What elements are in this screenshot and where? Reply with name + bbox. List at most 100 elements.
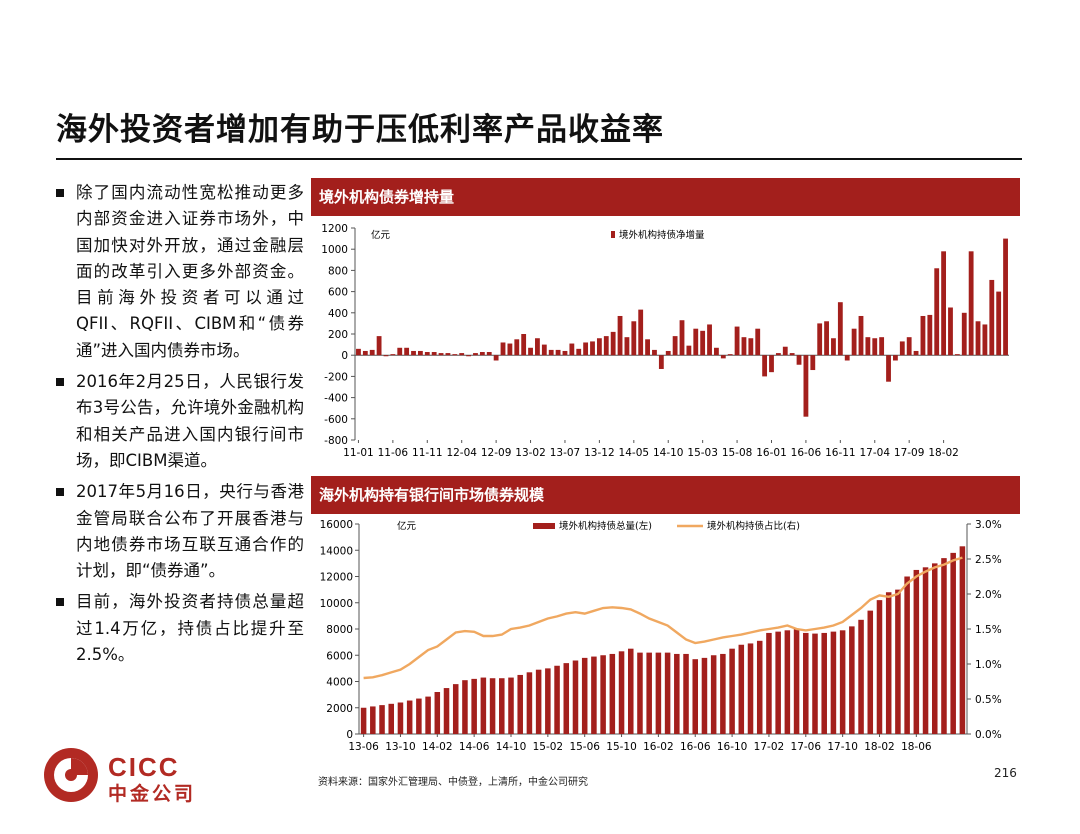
chart1-bar <box>893 355 898 361</box>
chart2-bar <box>766 632 772 734</box>
chart1-bar <box>362 350 368 356</box>
chart2-x-tick-label: 17-06 <box>791 741 822 753</box>
chart1-bar <box>982 324 988 356</box>
chart1-bar <box>569 343 575 356</box>
chart1-y-tick-label: -200 <box>324 371 348 383</box>
chart1-bar <box>886 355 891 382</box>
bullet-text: 目前，海外投资者持债总量超过1.4万亿，持债占比提升至2.5%。 <box>76 592 304 665</box>
chart2-bar <box>480 677 487 734</box>
chart1-bar <box>810 355 816 371</box>
chart1-bar <box>541 344 547 356</box>
chart1-bar <box>968 251 974 356</box>
chart1-bar <box>376 336 382 356</box>
chart2-bar <box>489 678 496 734</box>
chart2-bar <box>526 672 533 734</box>
chart1-bar <box>390 354 396 356</box>
chart2-bar <box>655 652 662 734</box>
chart2-bar <box>406 700 413 734</box>
chart2-bar <box>581 657 588 734</box>
chart1-bar <box>617 315 623 356</box>
chart2-bar <box>821 632 827 734</box>
chart1-x-tick-label: 16-01 <box>756 447 787 459</box>
chart2-share-line <box>363 556 963 680</box>
chart2-bar <box>499 678 505 734</box>
chart1-bar <box>906 337 912 356</box>
chart1-bar <box>528 347 533 356</box>
chart1-bar <box>610 331 616 356</box>
chart2-y-tick-label: 14000 <box>320 545 353 557</box>
chart1-x-tick-label: 11-11 <box>412 447 443 459</box>
chart2-bar <box>692 659 699 734</box>
chart2-bar <box>572 660 579 734</box>
chart1-bar <box>369 349 375 356</box>
chart1-bar <box>879 337 885 356</box>
chart1-x-tick-label: 14-05 <box>619 447 650 459</box>
chart1-bar <box>782 346 788 356</box>
chart1-bar <box>555 349 561 356</box>
chart1-bar <box>831 338 836 356</box>
chart2-bar <box>904 576 910 734</box>
page-title: 海外投资者增加有助于压低利率产品收益率 <box>56 112 664 148</box>
chart1-bar <box>948 307 953 356</box>
bullet-text: 2017年5月16日，央行与香港金管局联合公布了开展香港与内地债券市场互联互通合… <box>76 482 304 581</box>
chart1-bar <box>741 337 747 356</box>
chart1-x-tick-label: 17-09 <box>894 447 925 459</box>
chart1-bar <box>954 354 960 356</box>
logo-text-en: CICC <box>108 752 180 782</box>
chart2-x-tick-label: 18-06 <box>901 741 932 753</box>
chart1-bar <box>961 312 967 356</box>
chart2-y-tick-label: 8000 <box>326 624 353 636</box>
chart1-bar <box>927 314 933 356</box>
chart1-bar <box>535 338 540 356</box>
chart1-bar <box>452 354 458 356</box>
bullet-square-icon <box>56 189 64 197</box>
chart1-bar <box>507 343 513 356</box>
chart1-bar <box>769 355 774 373</box>
bullet-square-icon <box>56 598 64 607</box>
chart2-bar <box>729 648 735 734</box>
chart1-bar <box>720 355 726 359</box>
chart1-y-tick-label: -400 <box>324 393 348 405</box>
bullet-list: 除了国内流动性宽松推动更多内部资金进入证券市场外，中国加快对外开放，通过金融层面… <box>56 180 304 673</box>
chart1-y-tick-label: 1200 <box>321 223 348 235</box>
logo-text-cn: 中金公司 <box>108 783 197 805</box>
chart1-x-tick-label: 11-01 <box>343 447 374 459</box>
chart2-x-tick-label: 16-02 <box>643 741 674 753</box>
chart1-x-tick-label: 16-11 <box>825 447 856 459</box>
chart1-bar <box>445 353 451 356</box>
chart1-bar <box>941 251 947 356</box>
chart2-bar <box>600 655 606 734</box>
chart2-x-tick-label: 18-02 <box>864 741 895 753</box>
chart1-bar <box>934 268 940 356</box>
chart1-bar <box>576 348 582 356</box>
chart2-bar <box>618 651 625 734</box>
chart1-bar <box>645 339 650 356</box>
chart2-bar <box>462 680 468 734</box>
chart1-svg: -800 -600 -400 -200 0 200 400 600 800 1000 1200 11-… <box>321 223 1009 459</box>
chart1-bar <box>755 328 761 356</box>
chart1-bar <box>548 349 554 356</box>
chart2-bar <box>388 703 395 734</box>
chart2-y-tick-label: 12000 <box>320 572 353 584</box>
chart2-y-tick-label: 4000 <box>326 677 353 689</box>
chart1-y-tick-label: 0 <box>341 350 348 362</box>
chart2-x-tick-label: 16-06 <box>680 741 711 753</box>
chart1-bar <box>989 279 995 356</box>
chart2-bar <box>922 567 929 734</box>
chart1-bar <box>596 338 602 356</box>
chart2-x-tick-label: 16-10 <box>717 741 748 753</box>
chart2-y-tick-label: 0 <box>346 729 353 741</box>
chart1-bar <box>500 342 506 356</box>
chart1-bar <box>466 355 471 357</box>
chart1-x-tick-label: 13-07 <box>550 447 581 459</box>
chart2-x-tick-label: 15-02 <box>533 741 564 753</box>
chart2-bar <box>793 629 800 734</box>
chart1-bar <box>486 352 492 356</box>
chart2-bar <box>379 705 385 734</box>
chart2-bar <box>867 610 874 734</box>
chart1-bar <box>762 355 768 377</box>
chart2-bar <box>959 546 966 734</box>
chart2-bar <box>775 631 781 734</box>
chart2-bar <box>508 677 514 734</box>
chart2-y-tick-label: 6000 <box>326 650 353 662</box>
